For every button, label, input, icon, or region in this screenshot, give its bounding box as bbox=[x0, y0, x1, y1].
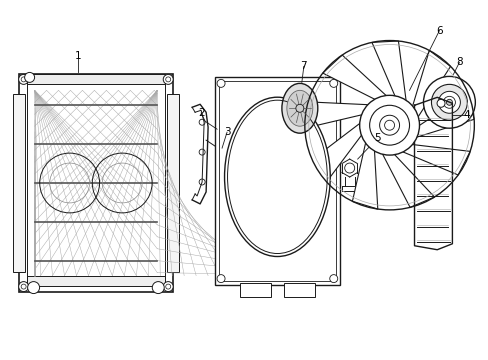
Circle shape bbox=[423, 76, 474, 128]
Circle shape bbox=[344, 163, 354, 173]
Text: 2: 2 bbox=[198, 108, 204, 118]
Bar bbox=[240, 283, 271, 297]
Circle shape bbox=[19, 75, 29, 84]
Circle shape bbox=[199, 149, 204, 155]
Ellipse shape bbox=[281, 84, 317, 133]
Circle shape bbox=[19, 282, 29, 292]
Text: 5: 5 bbox=[373, 133, 380, 143]
Polygon shape bbox=[381, 152, 434, 207]
Circle shape bbox=[199, 119, 204, 125]
Polygon shape bbox=[414, 94, 473, 138]
Circle shape bbox=[27, 282, 40, 293]
Circle shape bbox=[295, 104, 303, 112]
Text: 1: 1 bbox=[75, 51, 81, 62]
Circle shape bbox=[199, 179, 204, 185]
Circle shape bbox=[217, 275, 224, 283]
Circle shape bbox=[165, 77, 170, 82]
Circle shape bbox=[369, 105, 408, 145]
Circle shape bbox=[446, 99, 451, 105]
Polygon shape bbox=[411, 50, 449, 119]
Polygon shape bbox=[322, 55, 387, 100]
Bar bbox=[167, 94, 179, 272]
Polygon shape bbox=[352, 140, 377, 209]
Bar bbox=[19, 75, 173, 292]
Circle shape bbox=[163, 75, 173, 84]
Polygon shape bbox=[311, 122, 362, 182]
Polygon shape bbox=[371, 41, 406, 103]
Circle shape bbox=[379, 115, 399, 135]
Circle shape bbox=[436, 99, 444, 107]
Bar bbox=[215, 77, 339, 285]
Polygon shape bbox=[400, 144, 469, 175]
Circle shape bbox=[329, 80, 337, 87]
Bar bbox=[26, 75, 165, 84]
Circle shape bbox=[217, 80, 224, 87]
Bar bbox=[26, 276, 165, 285]
Text: 8: 8 bbox=[455, 58, 462, 67]
Text: 6: 6 bbox=[435, 26, 442, 36]
Ellipse shape bbox=[286, 90, 312, 126]
Text: 4: 4 bbox=[462, 110, 468, 120]
Circle shape bbox=[163, 282, 173, 292]
Circle shape bbox=[24, 72, 35, 82]
Bar bbox=[283, 283, 314, 297]
Text: 7: 7 bbox=[300, 62, 306, 71]
Circle shape bbox=[359, 95, 419, 155]
Circle shape bbox=[21, 284, 26, 289]
Bar bbox=[219, 81, 335, 280]
Circle shape bbox=[443, 96, 454, 108]
Circle shape bbox=[152, 282, 164, 293]
Circle shape bbox=[21, 77, 26, 82]
Circle shape bbox=[384, 120, 394, 130]
Polygon shape bbox=[304, 102, 370, 128]
Circle shape bbox=[329, 275, 337, 283]
Bar bbox=[26, 82, 165, 284]
Circle shape bbox=[165, 284, 170, 289]
Circle shape bbox=[438, 91, 459, 113]
Ellipse shape bbox=[224, 97, 329, 257]
Circle shape bbox=[216, 146, 224, 154]
Circle shape bbox=[430, 84, 467, 120]
Bar bbox=[13, 94, 24, 272]
Text: 3: 3 bbox=[224, 127, 230, 137]
